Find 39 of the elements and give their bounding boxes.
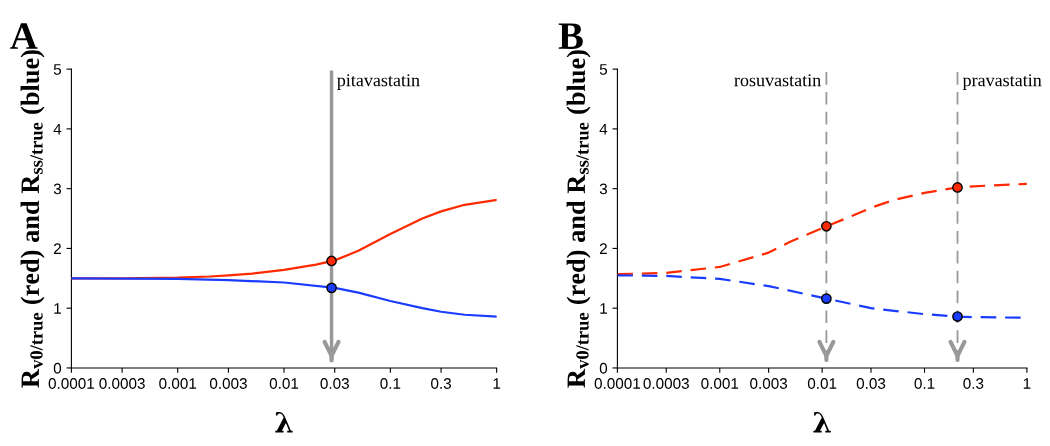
x-tick-label: 0.0003 (643, 378, 689, 389)
y-tick-label: 5 (53, 64, 62, 75)
x-tick-label: 0.1 (914, 378, 935, 389)
y-axis-title: R$_{v0/true}$ (red) and R$_{ss/true}$ (blue) (20, 50, 45, 388)
chart-title: B (558, 23, 583, 49)
y-tick-label: 3 (599, 183, 608, 195)
y-tick-label: 5 (599, 64, 608, 75)
y-tick-label: 3 (53, 183, 62, 195)
x-tick-label: 0.001 (159, 378, 197, 389)
x-tick-label: 0.3 (963, 378, 984, 389)
y-tick-label: 2 (53, 243, 61, 254)
x-tick-label: 0.003 (209, 378, 247, 389)
x-tick-label: 1 (1023, 378, 1031, 389)
ref-line-label: rosuvastatin (734, 74, 821, 87)
y-tick-label: 4 (599, 123, 608, 135)
y-tick-label: 0 (53, 362, 62, 374)
y-axis-title: R$_{v0/true}$ (red) and R$_{ss/true}$ (blue) (566, 50, 591, 388)
x-tick-label: 0.03 (320, 378, 349, 389)
y-tick-label: 4 (53, 123, 62, 135)
x-axis-title: λ (275, 411, 293, 433)
x-tick-label: 1 (493, 378, 501, 389)
x-tick-label: 0.001 (701, 378, 739, 389)
x-tick-label: 0.3 (431, 378, 452, 389)
chart-title: A (10, 23, 38, 49)
x-tick-label: 0.01 (269, 378, 299, 389)
x-tick-label: 0.03 (856, 378, 886, 389)
y-tick-label: 2 (599, 243, 607, 254)
x-tick-label: 0.0001 (48, 378, 95, 389)
x-tick-label: 0.01 (807, 378, 837, 389)
ref-line-label: pravastatin (962, 74, 1042, 90)
x-tick-label: 0.1 (380, 378, 401, 389)
y-tick-label: 1 (54, 303, 61, 314)
x-tick-label: 0.0001 (594, 378, 641, 389)
y-tick-label: 1 (600, 303, 607, 314)
y-tick-label: 0 (599, 362, 608, 374)
x-tick-label: 0.003 (750, 378, 788, 389)
ref-line-label: pitavastatin (337, 74, 420, 90)
x-tick-label: 0.0003 (99, 378, 145, 389)
x-axis-title: λ (813, 411, 831, 433)
